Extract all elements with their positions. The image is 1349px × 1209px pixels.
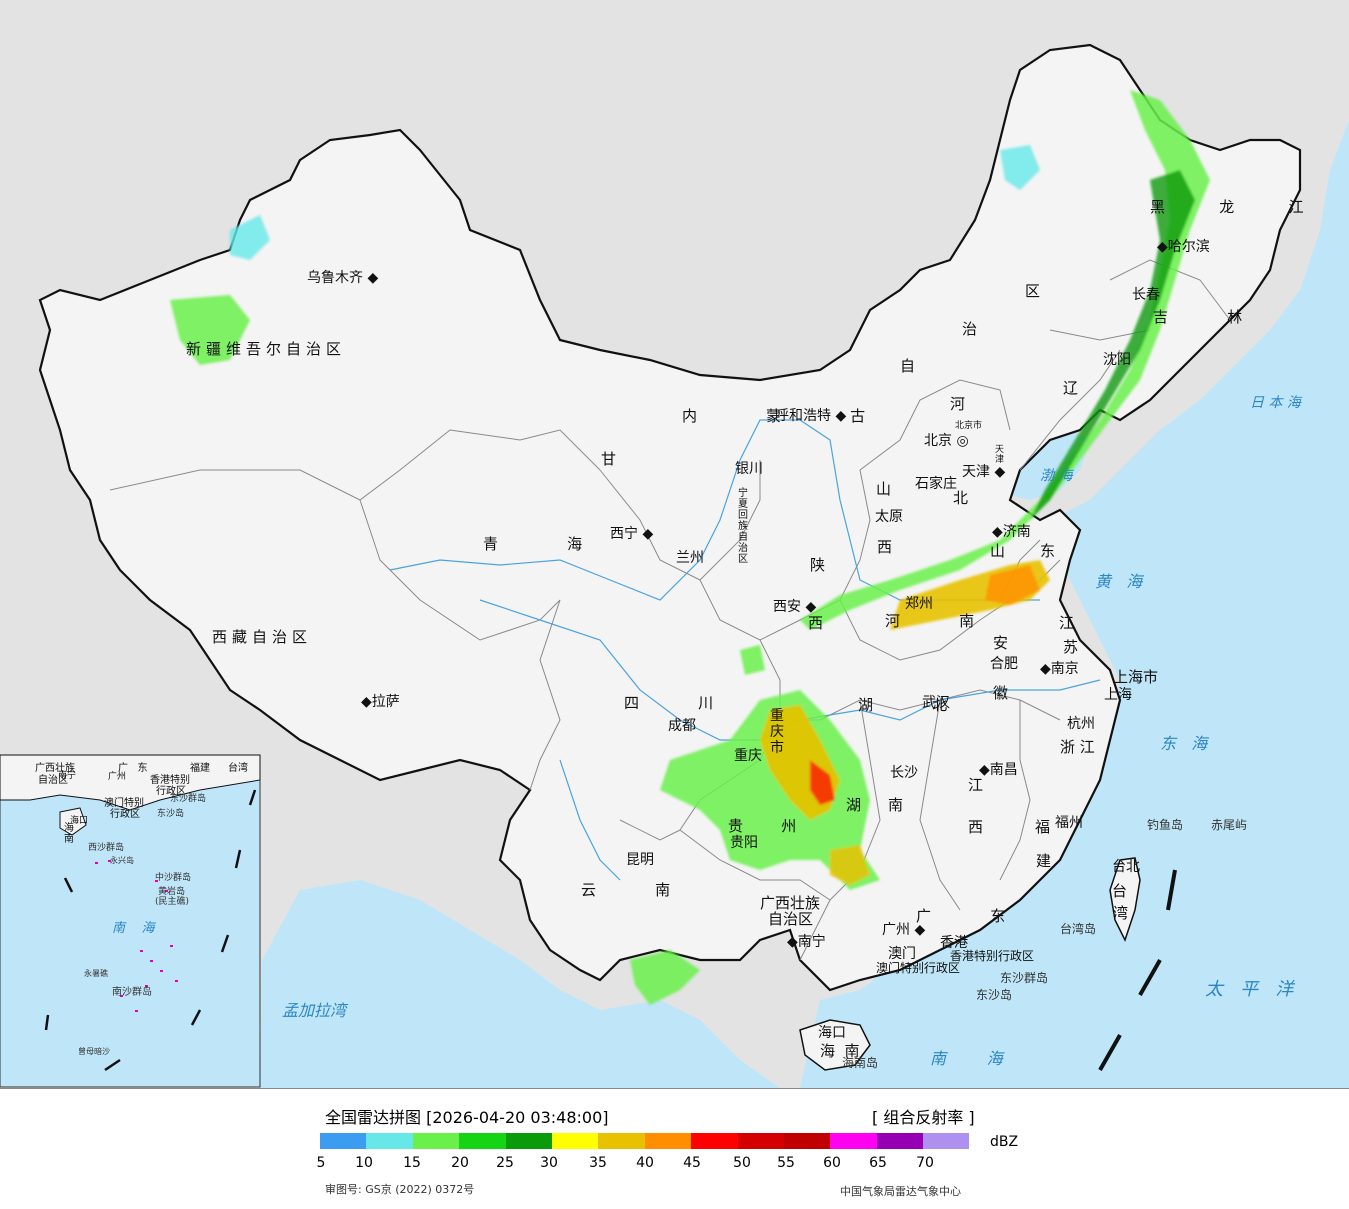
radar-echoes: [170, 90, 1210, 1005]
map-canvas: [0, 0, 1349, 1088]
legend-swatch: [691, 1133, 738, 1149]
legend-tick: 15: [403, 1155, 421, 1171]
legend-tick: 5: [316, 1155, 326, 1171]
legend-tick: 65: [869, 1155, 887, 1171]
nine-dash-line: [1098, 869, 1177, 1071]
legend-tick: 45: [683, 1155, 701, 1171]
legend-tick: 20: [451, 1155, 469, 1171]
legend-swatch: [551, 1133, 599, 1149]
bohai-sea: [1010, 430, 1090, 500]
legend-swatch: [412, 1133, 460, 1149]
hainan-island: [799, 1019, 871, 1071]
legend-colorbar: [320, 1133, 970, 1149]
radar-map[interactable]: 新疆维吾尔自治区 西藏自治区 青 海 甘 内 蒙 古 自 治 区 黑 龙 江 吉…: [0, 0, 1349, 1088]
legend-unit: dBZ: [990, 1134, 1019, 1150]
legend-swatch: [320, 1133, 367, 1149]
legend-tick: 55: [777, 1155, 795, 1171]
data-source: 中国气象局雷达气象中心: [840, 1185, 961, 1198]
legend-product: [ 组合反射率 ]: [872, 1108, 975, 1127]
legend-swatch: [505, 1133, 552, 1149]
legend-swatch: [783, 1133, 831, 1149]
legend-swatch: [737, 1133, 784, 1149]
legend-tick: 50: [733, 1155, 751, 1171]
map-approval-number: 审图号: GS京 (2022) 0372号: [325, 1183, 475, 1196]
legend-swatch: [830, 1133, 877, 1149]
legend-swatch: [644, 1133, 692, 1149]
sea-area: [260, 0, 1349, 1088]
china-land: [38, 43, 1302, 992]
legend-swatch: [598, 1133, 645, 1149]
legend-swatch: [923, 1133, 970, 1149]
legend-swatch: [459, 1133, 506, 1149]
legend-title: 全国雷达拼图 [2026-04-20 03:48:00]: [325, 1108, 609, 1127]
legend-tick: 30: [540, 1155, 558, 1171]
province-borders: [109, 259, 1231, 961]
legend-swatch: [366, 1133, 413, 1149]
legend-panel: 全国雷达拼图 [2026-04-20 03:48:00] [ 组合反射率 ] d…: [0, 1088, 1349, 1209]
legend-tick: 60: [823, 1155, 841, 1171]
legend-tick: 10: [355, 1155, 373, 1171]
south-china-sea-inset: [0, 754, 261, 1088]
legend-tick: 40: [636, 1155, 654, 1171]
legend-tick: 70: [916, 1155, 934, 1171]
legend-tick: 25: [496, 1155, 514, 1171]
legend-tick: 35: [589, 1155, 607, 1171]
taiwan-island: [1109, 857, 1141, 942]
legend-swatch: [876, 1133, 924, 1149]
